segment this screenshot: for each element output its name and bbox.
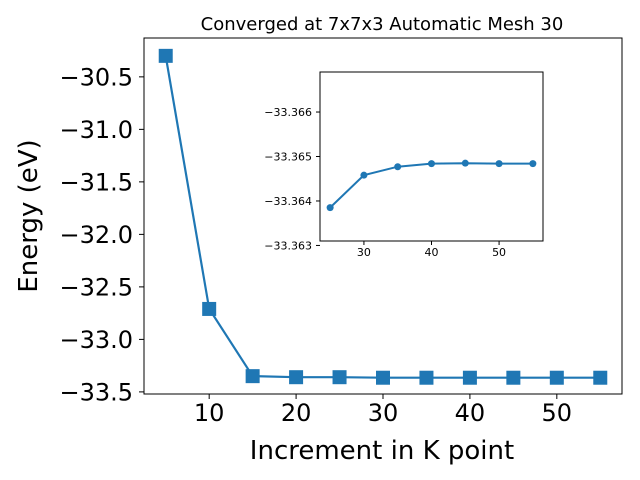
inset-data-point xyxy=(495,160,503,168)
inset-data-point xyxy=(428,160,435,168)
inset-y-tick-label: −33.366 xyxy=(264,106,312,119)
inset-plot-frame xyxy=(319,71,544,242)
inset-x-tick-label: 50 xyxy=(492,246,506,259)
main-y-tick-label: −32.5 xyxy=(59,274,133,302)
main-data-point xyxy=(376,370,390,385)
main-y-tick-label: −32.0 xyxy=(59,221,133,249)
inset-data-point xyxy=(394,163,402,171)
inset-axes: 30 40 50 −33.366 −33.365 −33.364 −33.363 xyxy=(264,71,544,259)
inset-x-tick-label: 40 xyxy=(425,246,439,259)
inset-y-ticks: −33.366 −33.365 −33.364 −33.363 xyxy=(264,106,320,252)
main-x-tick-label: 10 xyxy=(194,399,225,427)
main-data-point xyxy=(245,369,260,384)
main-data-point xyxy=(506,370,521,385)
chart-title: Converged at 7x7x3 Automatic Mesh 30 xyxy=(201,14,564,35)
main-data-point xyxy=(202,301,217,316)
main-y-tick-label: −31.0 xyxy=(59,116,133,144)
inset-y-tick-label: −33.364 xyxy=(264,195,312,208)
main-x-tick-label: 50 xyxy=(542,399,573,427)
main-axes: 10 20 30 40 50 −30.5 −31.0 −31.5 −32.0 −32.5 −33.… xyxy=(59,37,623,427)
main-data-point xyxy=(158,48,173,63)
inset-data-point xyxy=(529,160,537,168)
main-y-tick-label: −33.0 xyxy=(59,326,133,354)
main-data-point xyxy=(289,370,304,385)
main-x-ticks: 10 20 30 40 50 xyxy=(194,394,572,427)
inset-x-tick-label: 30 xyxy=(357,246,371,259)
main-data-point xyxy=(462,370,477,385)
inset-data-point xyxy=(326,204,334,212)
inset-series-markers xyxy=(326,159,537,212)
main-y-tick-label: −31.5 xyxy=(59,169,133,197)
main-y-tick-label: −33.5 xyxy=(59,379,133,407)
inset-data-point xyxy=(360,171,368,179)
main-series-markers xyxy=(158,48,608,385)
main-x-tick-label: 30 xyxy=(368,399,399,427)
inset-data-point xyxy=(461,159,469,167)
main-x-tick-label: 40 xyxy=(455,399,486,427)
x-axis-label: Increment in K point xyxy=(250,436,514,466)
inset-y-tick-label: −33.365 xyxy=(264,150,312,163)
main-data-point xyxy=(593,370,608,385)
inset-y-tick-label: −33.363 xyxy=(264,239,312,252)
main-data-point xyxy=(419,370,434,385)
main-y-ticks: −30.5 −31.0 −31.5 −32.0 −32.5 −33.0 −33.5 xyxy=(59,63,144,407)
main-data-point xyxy=(332,370,347,385)
inset-x-ticks: 30 40 50 xyxy=(357,241,506,259)
main-y-tick-label: −30.5 xyxy=(59,63,133,91)
main-x-tick-label: 20 xyxy=(281,399,312,427)
y-axis-label: Energy (eV) xyxy=(14,139,44,292)
main-data-point xyxy=(549,370,564,385)
